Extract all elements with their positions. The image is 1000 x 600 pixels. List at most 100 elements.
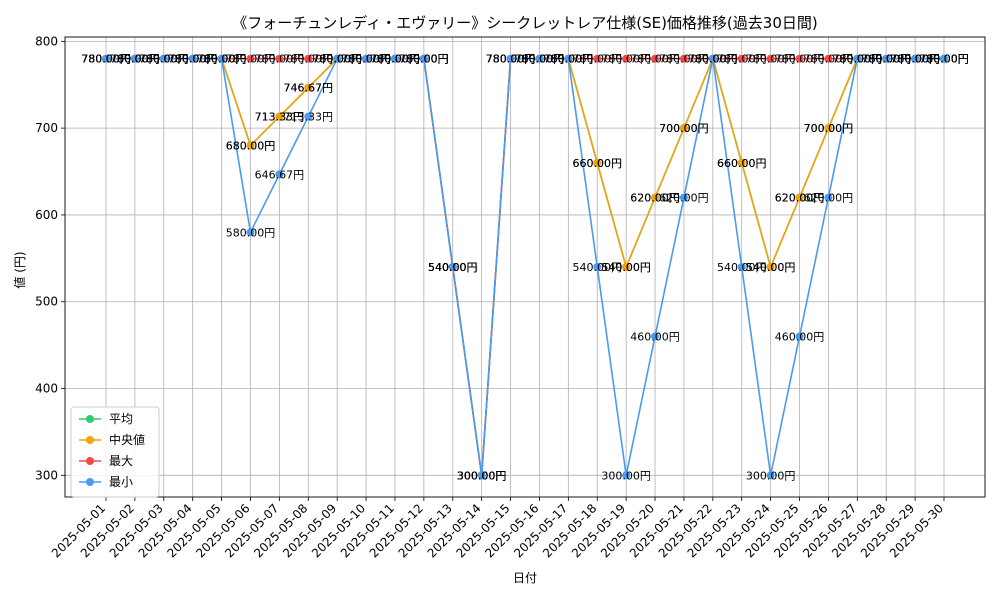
data-label: 460.00円 <box>630 330 680 343</box>
y-tick-label: 800 <box>35 34 58 48</box>
y-tick-label: 400 <box>35 382 58 396</box>
data-point <box>275 54 284 63</box>
data-label: 780.00円 <box>312 53 362 66</box>
data-label: 780.00円 <box>370 53 420 66</box>
data-label: 780.00円 <box>688 53 738 66</box>
data-label: 780.00円 <box>833 53 883 66</box>
data-label: 780.00円 <box>284 53 334 66</box>
data-labels-layer: 780.00円780.00円780.00円780.00円780.00円680.0… <box>81 53 969 483</box>
data-label: 620.00円 <box>804 192 854 205</box>
data-point <box>708 54 717 63</box>
data-label: 660.00円 <box>572 157 622 170</box>
data-point <box>130 54 139 63</box>
legend-swatch-marker <box>86 457 94 465</box>
data-point <box>246 141 255 150</box>
legend-swatch-marker <box>86 478 94 486</box>
data-label: 300.00円 <box>457 469 507 482</box>
data-label: 780.00円 <box>746 53 796 66</box>
series-layer <box>102 54 948 480</box>
data-label: 780.00円 <box>486 53 536 66</box>
legend-entry-label: 平均 <box>109 412 133 426</box>
data-point <box>679 54 688 63</box>
data-label: 780.00円 <box>81 53 131 66</box>
data-label: 780.00円 <box>515 53 565 66</box>
data-label: 780.00円 <box>197 53 247 66</box>
data-label: 540.00円 <box>428 261 478 274</box>
y-tick-label: 600 <box>35 208 58 222</box>
data-point <box>737 54 746 63</box>
data-label: 300.00円 <box>746 469 796 482</box>
data-label: 780.00円 <box>515 53 565 66</box>
data-label: 700.00円 <box>659 122 709 135</box>
data-point <box>795 193 804 202</box>
data-label: 780.00円 <box>861 53 911 66</box>
data-label: 780.00円 <box>341 53 391 66</box>
data-label: 540.00円 <box>601 261 651 274</box>
data-label: 780.00円 <box>919 53 969 66</box>
data-point <box>795 332 804 341</box>
series-line-最小 <box>106 57 944 476</box>
data-label: 300.00円 <box>457 469 507 482</box>
data-point <box>766 54 775 63</box>
data-point <box>679 193 688 202</box>
data-point <box>477 471 486 480</box>
data-label: 540.00円 <box>428 261 478 274</box>
data-point <box>824 193 833 202</box>
data-point <box>853 54 862 63</box>
data-label: 780.00円 <box>81 53 131 66</box>
data-label: 780.00円 <box>688 53 738 66</box>
data-label: 780.00円 <box>890 53 940 66</box>
data-label: 780.00円 <box>544 53 594 66</box>
data-label: 780.00円 <box>890 53 940 66</box>
data-label: 780.00円 <box>110 53 160 66</box>
legend-entry-label: 中央値 <box>109 432 145 447</box>
data-label: 780.00円 <box>544 53 594 66</box>
data-label: 620.00円 <box>775 192 825 205</box>
data-label: 780.00円 <box>804 53 854 66</box>
data-point <box>390 54 399 63</box>
data-point <box>737 263 746 271</box>
data-label: 780.00円 <box>515 53 565 66</box>
chart-title: 《フォーチュンレディ・エヴァリー》シークレットレア仕様(SE)価格推移(過去30… <box>232 14 817 32</box>
data-point <box>622 54 631 63</box>
data-label: 540.00円 <box>428 261 478 274</box>
data-point <box>159 54 168 63</box>
data-label: 780.00円 <box>544 53 594 66</box>
data-label: 780.00円 <box>919 53 969 66</box>
data-label: 660.00円 <box>717 157 767 170</box>
data-point <box>651 193 660 202</box>
data-label: 780.00円 <box>399 53 449 66</box>
data-point <box>419 54 428 63</box>
data-point <box>824 124 833 133</box>
data-point <box>593 158 602 167</box>
data-label: 780.00円 <box>659 53 709 66</box>
plot-frame <box>64 36 986 498</box>
data-label: 780.00円 <box>110 53 160 66</box>
data-point <box>188 54 197 63</box>
data-label: 540.00円 <box>428 261 478 274</box>
data-label: 780.00円 <box>601 53 651 66</box>
data-point <box>304 112 313 121</box>
data-label: 780.00円 <box>341 53 391 66</box>
data-label: 780.00円 <box>399 53 449 66</box>
data-label: 780.00円 <box>197 53 247 66</box>
data-point <box>911 54 920 63</box>
data-label: 746.67円 <box>284 82 334 95</box>
data-label: 780.00円 <box>255 53 305 66</box>
data-label: 780.00円 <box>139 53 189 66</box>
data-label: 300.00円 <box>457 469 507 482</box>
x-axis-label: 日付 <box>513 571 537 585</box>
data-label: 780.00円 <box>890 53 940 66</box>
legend-box <box>70 406 160 498</box>
data-point <box>737 158 746 167</box>
data-label: 780.00円 <box>139 53 189 66</box>
data-label: 660.00円 <box>717 157 767 170</box>
data-label: 646.67円 <box>255 168 305 181</box>
data-point <box>506 54 515 63</box>
data-point <box>651 54 660 63</box>
data-point <box>535 54 544 63</box>
data-point <box>766 263 775 271</box>
data-label: 780.00円 <box>168 53 218 66</box>
data-label: 780.00円 <box>197 53 247 66</box>
